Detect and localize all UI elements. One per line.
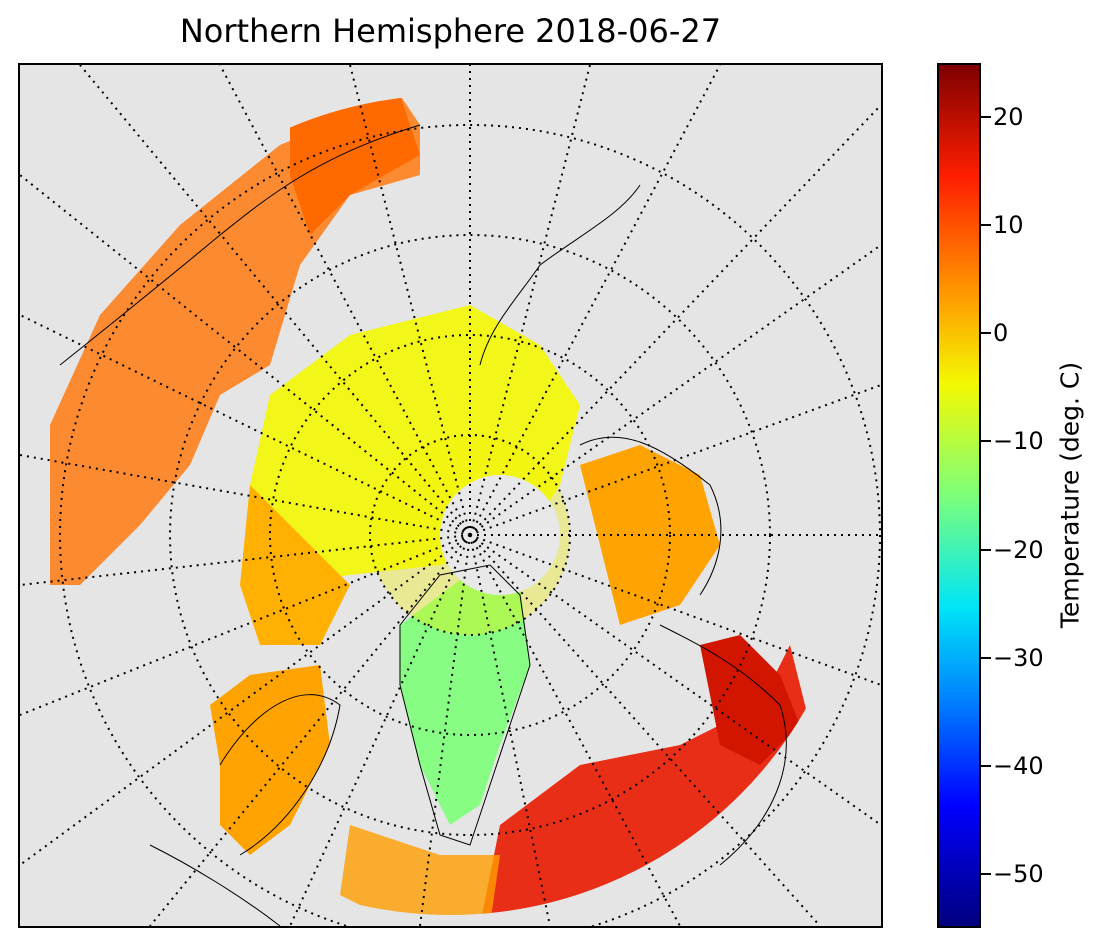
colorbar-tick <box>981 224 991 227</box>
canada-mild-region <box>210 665 330 855</box>
colorbar-tick-label: −50 <box>993 859 1044 888</box>
kamchatka-warm-region <box>290 95 420 235</box>
colorbar-tick-label: 10 <box>993 211 1024 240</box>
colorbar-tick <box>981 872 991 875</box>
polar-map <box>18 63 883 928</box>
colorbar-tick-label: 0 <box>993 319 1009 348</box>
scandinavia-mild-region <box>580 445 720 625</box>
europe-hot-region <box>700 635 800 765</box>
north-america-mild-region <box>240 485 350 645</box>
colorbar-tick-label: 20 <box>993 103 1024 132</box>
colorbar-tick <box>981 440 991 443</box>
colorbar <box>937 63 981 928</box>
colorbar-tick-label: −30 <box>993 643 1044 672</box>
polar-map-canvas <box>20 65 881 926</box>
colorbar-tick <box>981 548 991 551</box>
coastlines <box>59 124 787 926</box>
colorbar-tick-label: −10 <box>993 427 1044 456</box>
colorbar-tick <box>981 332 991 335</box>
colorbar-label: Temperature (deg. C) <box>1055 361 1085 629</box>
map-title: Northern Hemisphere 2018-06-27 <box>179 12 722 50</box>
greenland-cold-region <box>400 565 530 825</box>
colorbar-tick <box>981 764 991 767</box>
atlantic-mild-band <box>340 825 500 915</box>
meridian-lines <box>20 65 881 926</box>
colorbar-tick <box>981 116 991 119</box>
colorbar-tick <box>981 656 991 659</box>
colorbar-tick-label: −40 <box>993 751 1044 780</box>
colorbar-tick-label: −20 <box>993 535 1044 564</box>
